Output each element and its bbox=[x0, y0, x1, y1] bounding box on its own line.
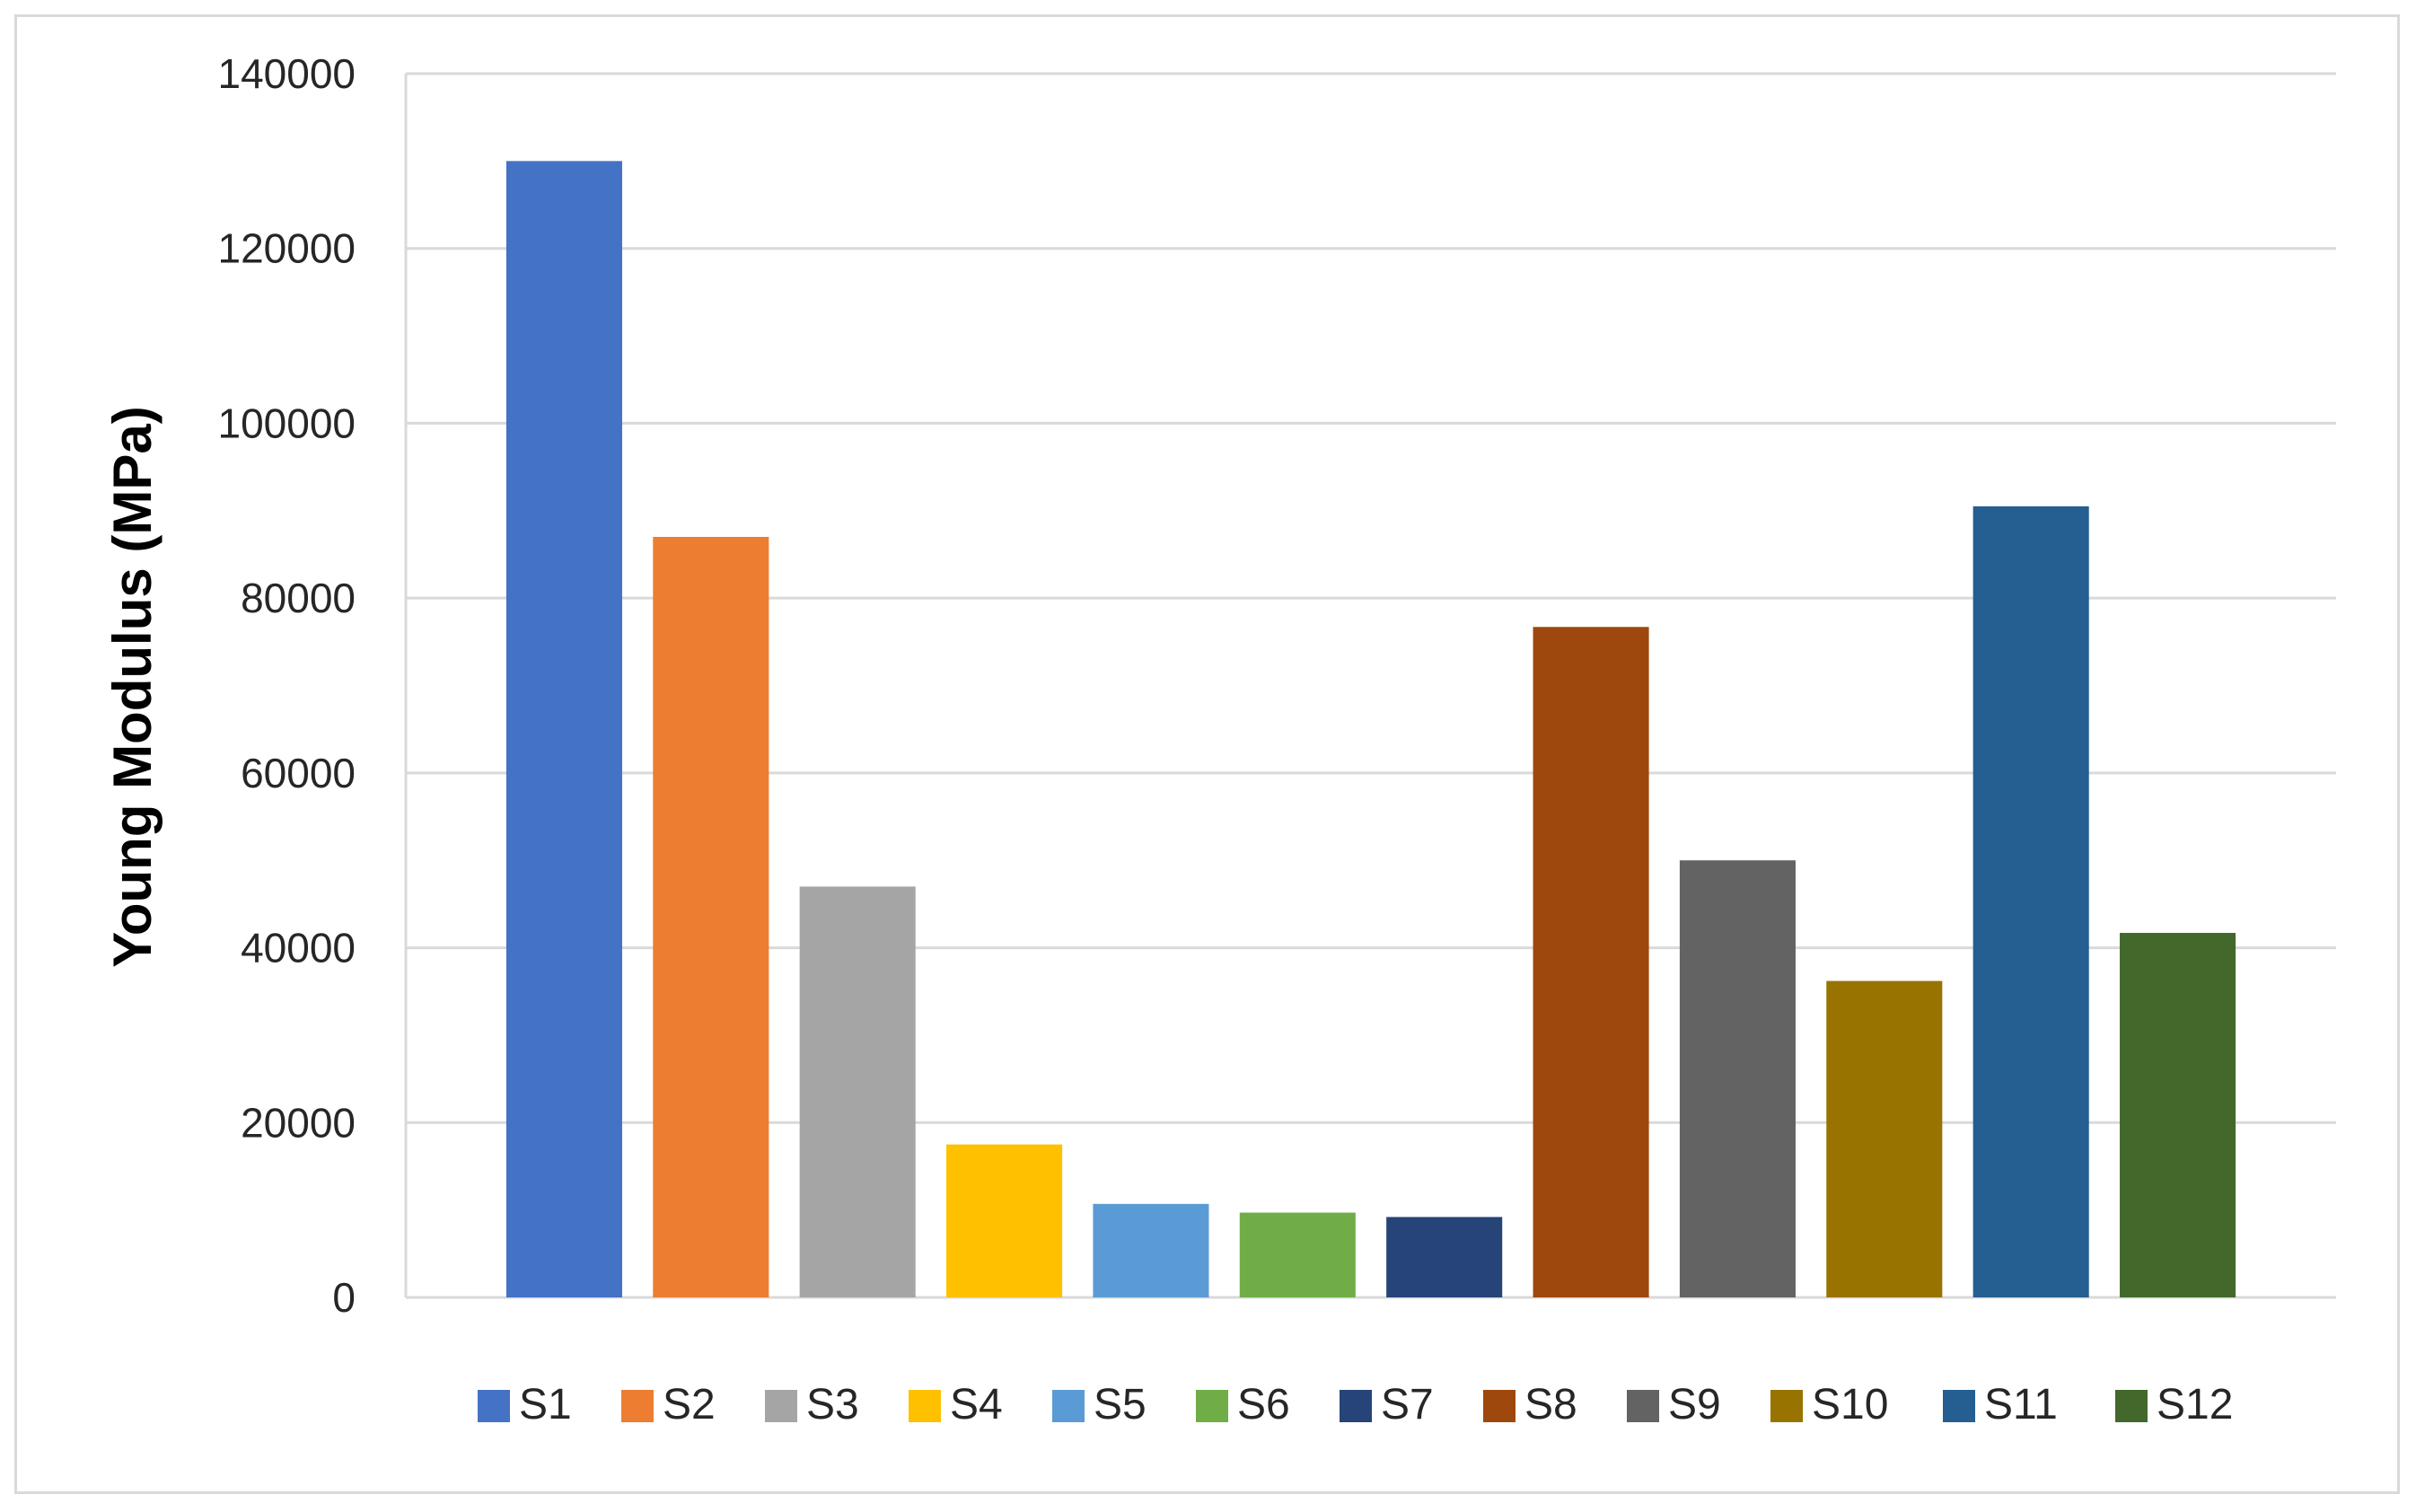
legend-label-s10: S10 bbox=[1812, 1381, 1888, 1428]
y-tick-label: 120000 bbox=[218, 225, 356, 272]
legend-label-s8: S8 bbox=[1524, 1381, 1577, 1428]
bar-s12 bbox=[2120, 933, 2236, 1297]
legend-swatch-s7 bbox=[1340, 1390, 1372, 1422]
legend-swatch-s6 bbox=[1196, 1390, 1228, 1422]
bar-s11 bbox=[1972, 505, 2089, 1297]
bar-s7 bbox=[1386, 1217, 1503, 1297]
legend-label-s3: S3 bbox=[806, 1381, 859, 1428]
legend-swatch-s9 bbox=[1627, 1390, 1659, 1422]
legend-label-s7: S7 bbox=[1381, 1381, 1434, 1428]
legend-swatch-s11 bbox=[1943, 1390, 1975, 1422]
y-tick-label: 60000 bbox=[241, 750, 356, 796]
legend-swatch-s3 bbox=[765, 1390, 797, 1422]
legend-swatch-s4 bbox=[909, 1390, 941, 1422]
bar-s2 bbox=[653, 536, 769, 1297]
y-tick-label: 140000 bbox=[218, 50, 356, 97]
y-tick-label: 80000 bbox=[241, 575, 356, 621]
legend-label-s1: S1 bbox=[519, 1381, 572, 1428]
bar-s4 bbox=[946, 1144, 1063, 1297]
legend-swatch-s10 bbox=[1770, 1390, 1803, 1422]
bars bbox=[505, 161, 2236, 1297]
legend-swatch-s2 bbox=[621, 1390, 654, 1422]
y-axis-label: Young Modulus (MPa) bbox=[102, 406, 163, 967]
legend-swatch-s12 bbox=[2115, 1390, 2148, 1422]
legend-label-s5: S5 bbox=[1094, 1381, 1147, 1428]
bar-s9 bbox=[1679, 860, 1796, 1297]
legend-label-s4: S4 bbox=[950, 1381, 1003, 1428]
legend-label-s9: S9 bbox=[1668, 1381, 1721, 1428]
legend-label-s2: S2 bbox=[663, 1381, 716, 1428]
bar-s8 bbox=[1533, 627, 1649, 1297]
legend-swatch-s8 bbox=[1483, 1390, 1515, 1422]
bar-s3 bbox=[799, 886, 916, 1297]
legend-label-s6: S6 bbox=[1237, 1381, 1290, 1428]
legend-label-s12: S12 bbox=[2157, 1381, 2233, 1428]
y-tick-label: 20000 bbox=[241, 1099, 356, 1146]
bar-s10 bbox=[1826, 980, 1943, 1297]
y-axis-ticks: 0 20000 40000 60000 80000 100000 120000 140000 bbox=[218, 50, 356, 1321]
legend: S1 S2 S3 S4 S5 S6 S7 S8 S9 S10 S11 S12 bbox=[478, 1381, 2233, 1428]
legend-swatch-s1 bbox=[478, 1390, 510, 1422]
y-tick-label: 40000 bbox=[241, 925, 356, 971]
bar-s6 bbox=[1239, 1212, 1356, 1297]
y-tick-label: 0 bbox=[332, 1274, 356, 1321]
legend-swatch-s5 bbox=[1052, 1390, 1085, 1422]
bar-s1 bbox=[505, 161, 622, 1297]
y-tick-label: 100000 bbox=[218, 400, 356, 446]
legend-label-s11: S11 bbox=[1984, 1381, 2058, 1428]
bar-s5 bbox=[1093, 1203, 1209, 1297]
